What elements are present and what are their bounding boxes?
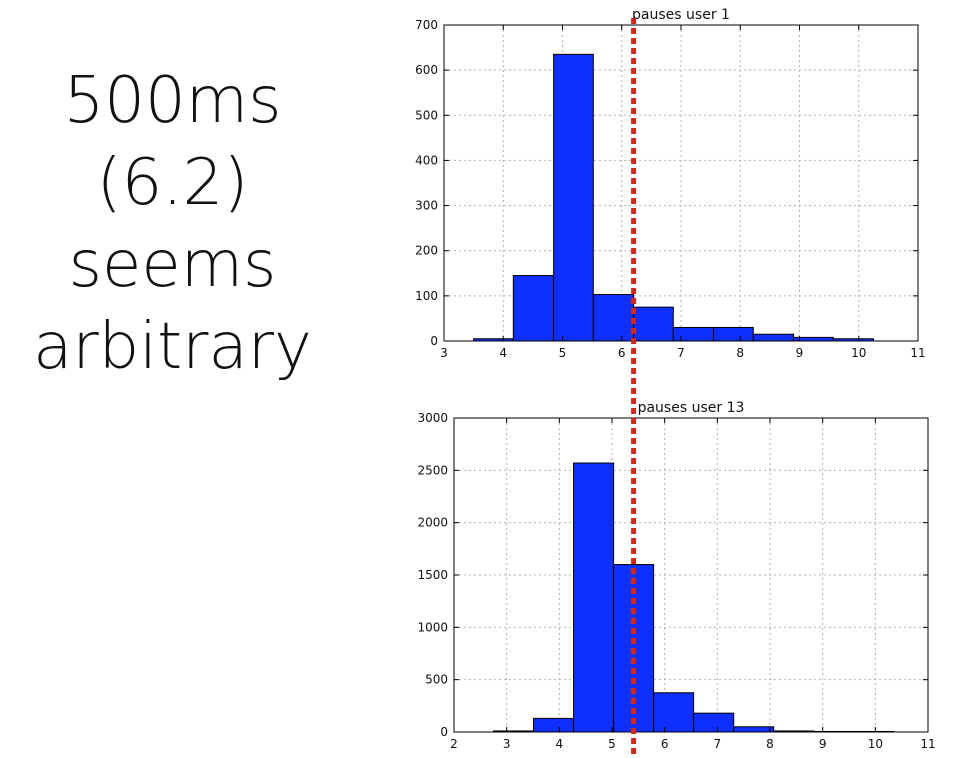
y-tick-label: 500 <box>415 108 438 122</box>
histogram-bar <box>592 294 635 342</box>
histogram-bar <box>533 717 575 733</box>
caption-text: 500ms (6.2) seems arbitrary <box>0 60 345 388</box>
y-tick-label: 2000 <box>417 516 448 530</box>
x-tick-label: 6 <box>618 346 626 360</box>
y-tick-label: 2500 <box>417 463 448 477</box>
y-tick-label: 100 <box>415 289 438 303</box>
x-tick-label: 11 <box>910 346 925 360</box>
x-tick-label: 4 <box>499 346 507 360</box>
histogram-bar <box>512 275 555 342</box>
x-tick-label: 10 <box>868 737 883 751</box>
histogram-chart: 3 4 5 6 7 8 9 10 11 0 100 200 300 400 500 600 700 pauses … <box>415 7 926 360</box>
x-tick-label: 8 <box>736 346 744 360</box>
y-tick-label: 0 <box>440 725 448 739</box>
y-tick-label: 500 <box>425 673 448 687</box>
y-tick-label: 700 <box>415 18 438 32</box>
x-tick-label: 3 <box>440 346 448 360</box>
x-tick-label: 9 <box>796 346 804 360</box>
x-tick-label: 11 <box>920 737 935 751</box>
x-tick-label: 5 <box>608 737 616 751</box>
caption-line: arbitrary <box>33 310 312 384</box>
histogram-bar <box>733 726 775 733</box>
x-tick-label: 3 <box>503 737 511 751</box>
x-tick-label: 10 <box>851 346 866 360</box>
histogram-bar <box>713 326 754 342</box>
x-tick-label: 6 <box>661 737 669 751</box>
caption-line: 500ms <box>63 64 282 138</box>
x-tick-label: 7 <box>677 346 685 360</box>
x-tick-label: 9 <box>819 737 827 751</box>
x-tick-label: 5 <box>559 346 567 360</box>
caption-line: (6.2) <box>96 146 249 220</box>
x-tick-label: 4 <box>556 737 564 751</box>
y-tick-label: 1000 <box>417 620 448 634</box>
y-tick-label: 600 <box>415 63 438 77</box>
histogram-bar <box>672 326 715 342</box>
histogram-bar <box>633 306 674 342</box>
y-tick-label: 0 <box>430 334 438 348</box>
caption-line: seems <box>68 228 277 302</box>
chart-title: pauses user 1 <box>632 7 730 23</box>
chart-title: pauses user 13 <box>638 400 745 416</box>
histogram-bar <box>653 692 695 733</box>
y-tick-label: 300 <box>415 199 438 213</box>
x-tick-label: 8 <box>766 737 774 751</box>
histogram-bar <box>573 462 615 733</box>
x-tick-label: 2 <box>450 737 458 751</box>
y-tick-label: 400 <box>415 153 438 167</box>
y-tick-label: 3000 <box>417 411 448 425</box>
x-tick-label: 7 <box>714 737 722 751</box>
y-tick-label: 200 <box>415 244 438 258</box>
histogram-bar <box>693 712 735 733</box>
histogram-chart: 2 3 4 5 6 7 8 9 10 11 0 500 1000 1500 2000 2500 3000 paus… <box>417 400 935 751</box>
histogram-bar <box>553 53 594 342</box>
histogram-bar <box>752 333 795 342</box>
y-tick-label: 1500 <box>417 568 448 582</box>
